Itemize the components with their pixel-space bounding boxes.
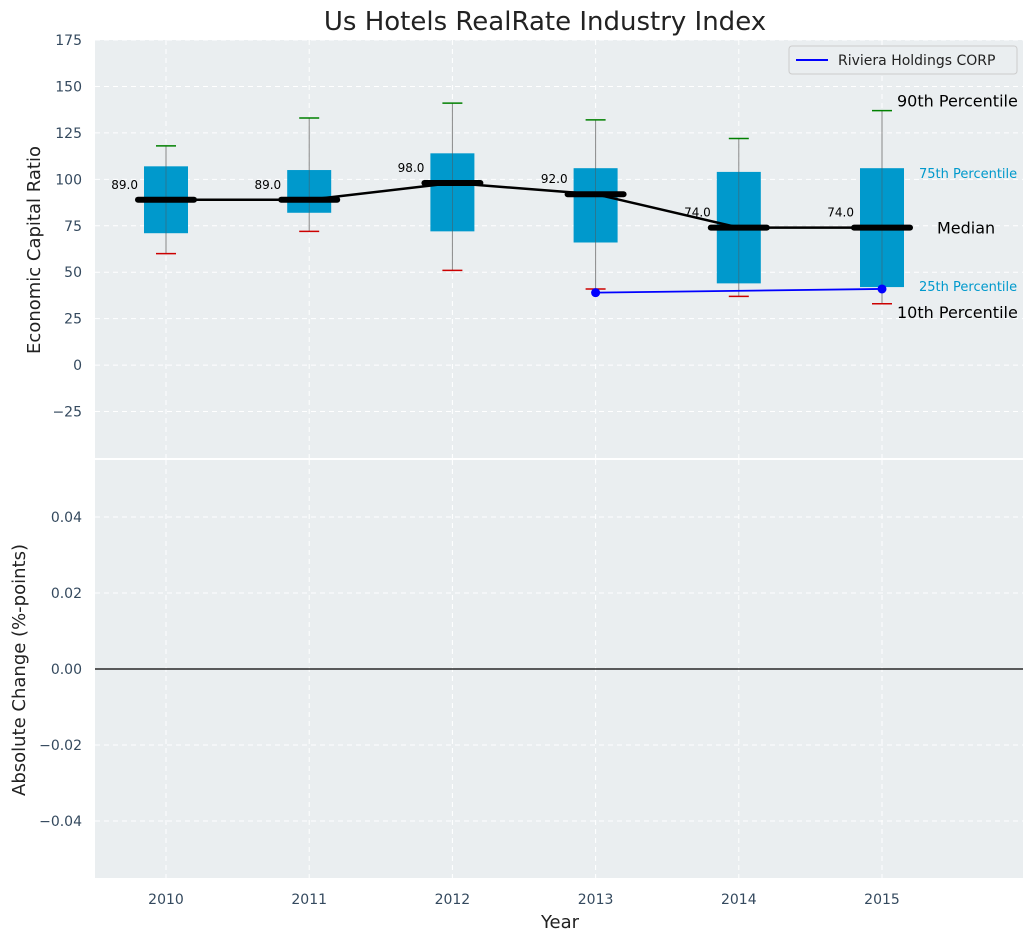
company-series <box>591 284 887 298</box>
y-tick-label: −0.04 <box>39 814 82 830</box>
x-tick-label: 2014 <box>721 892 757 908</box>
y-tick-label: 175 <box>55 33 82 49</box>
x-ticks: 2010 2011 2012 2013 2014 2015 <box>148 892 900 908</box>
median-value-labels: 89.0 89.0 98.0 92.0 74.0 74.0 <box>111 161 854 220</box>
y-tick-label: 0 <box>73 358 82 374</box>
x-axis-label: Year <box>540 912 580 933</box>
annotation-90th-percentile: 90th Percentile <box>897 92 1018 111</box>
top-y-axis-label: Economic Capital Ratio <box>24 146 45 354</box>
x-tick-label: 2012 <box>435 892 471 908</box>
bottom-y-ticks: −0.04 −0.02 0.00 0.02 0.04 <box>39 510 82 830</box>
legend-entry: Riviera Holdings CORP <box>838 53 995 69</box>
y-tick-label: 100 <box>55 172 82 188</box>
y-tick-label: −25 <box>52 405 82 421</box>
annotation-10th-percentile: 10th Percentile <box>897 303 1018 322</box>
median-value-label: 74.0 <box>684 206 711 220</box>
y-tick-label: 125 <box>55 126 82 142</box>
chart-title: Us Hotels RealRate Industry Index <box>324 7 766 37</box>
y-tick-label: 0.02 <box>51 586 82 602</box>
median-value-label: 92.0 <box>541 172 568 186</box>
x-tick-label: 2013 <box>578 892 614 908</box>
annotation-75th-percentile: 75th Percentile <box>919 167 1017 182</box>
median-value-label: 89.0 <box>111 178 138 192</box>
annotation-median: Median <box>937 219 995 238</box>
box-2011 <box>287 117 332 233</box>
legend: Riviera Holdings CORP <box>788 45 1018 75</box>
company-point <box>591 288 601 298</box>
y-tick-label: 150 <box>55 79 82 95</box>
bottom-y-axis-label: Absolute Change (%-points) <box>9 544 30 796</box>
median-trend <box>135 180 913 231</box>
y-tick-label: 50 <box>64 265 82 281</box>
annotation-25th-percentile: 25th Percentile <box>919 280 1017 295</box>
x-tick-label: 2010 <box>148 892 184 908</box>
y-tick-label: 0.04 <box>51 510 82 526</box>
x-tick-label: 2015 <box>864 892 900 908</box>
y-tick-label: 0.00 <box>51 662 82 678</box>
median-value-label: 89.0 <box>254 178 281 192</box>
median-value-label: 74.0 <box>827 206 854 220</box>
x-tick-label: 2011 <box>291 892 327 908</box>
company-point <box>877 284 887 294</box>
company-line <box>595 288 883 294</box>
legend-box <box>788 45 1018 75</box>
y-tick-label: −0.02 <box>39 738 82 754</box>
box-2012 <box>430 102 475 272</box>
top-y-ticks: −25 0 25 50 75 100 125 150 175 <box>52 33 82 421</box>
y-tick-label: 75 <box>64 219 82 235</box>
median-value-label: 98.0 <box>398 161 425 175</box>
y-tick-label: 25 <box>64 312 82 328</box>
